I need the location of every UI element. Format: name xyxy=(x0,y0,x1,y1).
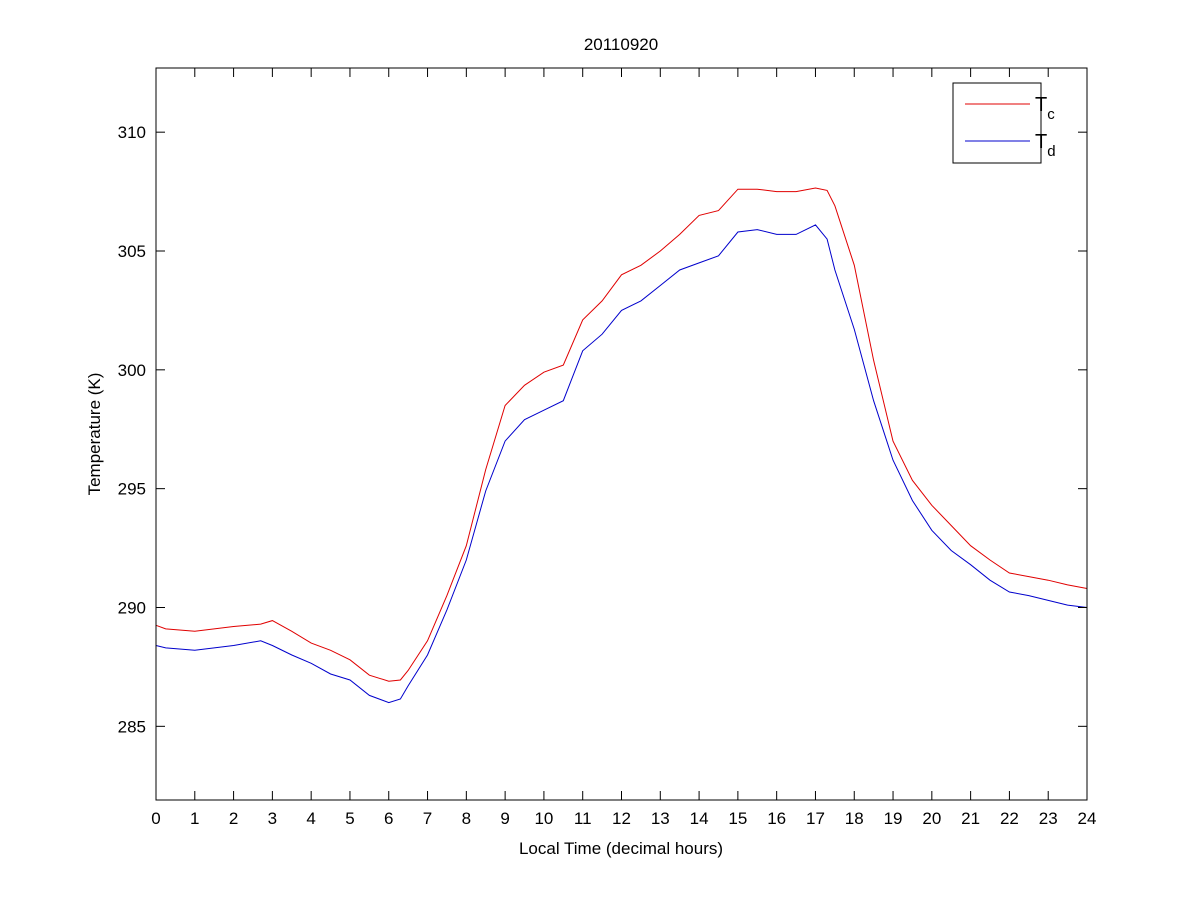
x-tick-label: 7 xyxy=(423,809,432,828)
legend-label-tc-main: T xyxy=(1035,94,1047,116)
x-tick-label: 14 xyxy=(690,809,709,828)
legend-label-td-sub: d xyxy=(1047,143,1055,160)
legend: Tc Td xyxy=(952,82,1056,164)
x-tick-label: 19 xyxy=(884,809,903,828)
x-tick-label: 0 xyxy=(151,809,160,828)
x-tick-label: 18 xyxy=(845,809,864,828)
y-tick-label: 305 xyxy=(118,242,146,261)
series-layer xyxy=(155,187,1088,704)
y-tick-label: 310 xyxy=(118,123,146,142)
x-tick-label: 6 xyxy=(384,809,393,828)
y-tick-label: 295 xyxy=(118,480,146,499)
x-tick-label: 24 xyxy=(1078,809,1097,828)
x-tick-label: 8 xyxy=(462,809,471,828)
series-line-tc xyxy=(155,187,1088,682)
x-tick-label: 5 xyxy=(345,809,354,828)
x-tick-label: 10 xyxy=(534,809,553,828)
legend-box xyxy=(952,82,1042,164)
x-tick-label: 17 xyxy=(806,809,825,828)
x-tick-label: 11 xyxy=(574,809,592,828)
x-tick-label: 2 xyxy=(229,809,238,828)
legend-label-td-main: T xyxy=(1035,131,1047,153)
x-tick-label: 3 xyxy=(268,809,277,828)
axis-ticks: 0 1 2 3 4 5 6 7 8 9 10 11 12 13 14 15 16 17 18 19 20 21 22 23 24… xyxy=(118,68,1097,828)
y-tick-label: 300 xyxy=(118,361,146,380)
legend-label-td: Td xyxy=(1035,131,1056,160)
x-tick-label: 20 xyxy=(922,809,941,828)
x-tick-label: 12 xyxy=(612,809,631,828)
x-tick-label: 22 xyxy=(1000,809,1019,828)
plot-area xyxy=(156,68,1087,800)
y-tick-label: 285 xyxy=(118,717,146,736)
x-tick-label: 1 xyxy=(190,809,199,828)
x-tick-label: 13 xyxy=(651,809,670,828)
y-tick-label: 290 xyxy=(118,598,146,617)
x-tick-label: 16 xyxy=(767,809,786,828)
x-tick-label: 15 xyxy=(728,809,747,828)
legend-label-tc-sub: c xyxy=(1047,106,1055,123)
legend-label-tc: Tc xyxy=(1035,94,1055,123)
plot-frame xyxy=(155,67,1088,801)
x-axis-label: Local Time (decimal hours) xyxy=(519,839,723,858)
y-axis-label: Temperature (K) xyxy=(85,373,104,496)
x-tick-label: 23 xyxy=(1039,809,1058,828)
x-tick-label: 4 xyxy=(306,809,315,828)
x-tick-label: 21 xyxy=(961,809,980,828)
chart-title: 20110920 xyxy=(584,35,658,54)
series-line-td xyxy=(155,224,1088,704)
x-tick-label: 9 xyxy=(500,809,509,828)
